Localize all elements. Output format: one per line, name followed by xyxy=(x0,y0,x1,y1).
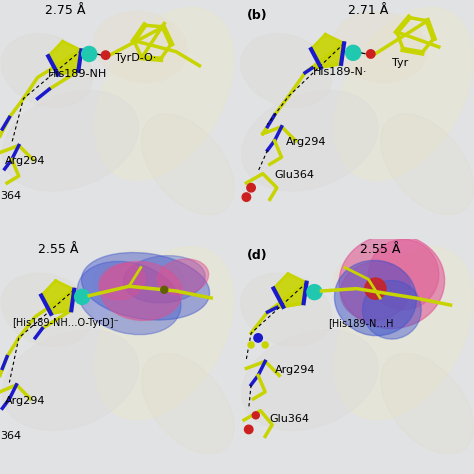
Text: TyrD-O·: TyrD-O· xyxy=(115,53,156,63)
Text: [His189-N…H: [His189-N…H xyxy=(328,318,394,328)
Ellipse shape xyxy=(2,91,138,191)
Ellipse shape xyxy=(2,330,138,430)
Circle shape xyxy=(161,286,168,293)
Circle shape xyxy=(74,289,90,304)
Ellipse shape xyxy=(77,261,181,335)
Ellipse shape xyxy=(123,255,205,303)
Ellipse shape xyxy=(335,247,473,419)
Polygon shape xyxy=(311,34,344,67)
Polygon shape xyxy=(41,281,74,314)
Ellipse shape xyxy=(94,11,187,82)
Circle shape xyxy=(245,425,253,434)
Circle shape xyxy=(101,51,110,59)
Text: 364: 364 xyxy=(0,431,21,441)
Ellipse shape xyxy=(339,235,445,328)
Ellipse shape xyxy=(1,34,92,107)
Ellipse shape xyxy=(141,353,234,454)
Text: Arg294: Arg294 xyxy=(5,156,45,166)
Ellipse shape xyxy=(95,247,233,419)
Polygon shape xyxy=(48,41,81,74)
Text: 2.71 Å: 2.71 Å xyxy=(348,4,389,17)
Text: Tyr: Tyr xyxy=(392,58,408,68)
Ellipse shape xyxy=(241,273,332,346)
Text: Arg294: Arg294 xyxy=(274,365,315,375)
Text: Arg294: Arg294 xyxy=(5,396,45,406)
Ellipse shape xyxy=(141,114,234,215)
Text: His189-NH: His189-NH xyxy=(48,69,107,80)
Text: [His189-NH…O-TyrD]⁻: [His189-NH…O-TyrD]⁻ xyxy=(12,318,119,328)
Ellipse shape xyxy=(99,264,145,300)
Circle shape xyxy=(82,46,97,62)
Ellipse shape xyxy=(363,281,421,339)
Ellipse shape xyxy=(381,353,474,454)
Circle shape xyxy=(242,193,251,201)
Circle shape xyxy=(262,342,268,348)
Ellipse shape xyxy=(381,114,474,215)
Circle shape xyxy=(252,412,259,419)
Text: (d): (d) xyxy=(246,249,267,262)
Ellipse shape xyxy=(241,34,332,107)
Circle shape xyxy=(307,284,322,300)
Text: Arg294: Arg294 xyxy=(286,137,327,147)
Ellipse shape xyxy=(334,251,427,322)
Ellipse shape xyxy=(1,273,92,346)
Text: 2.55 Å: 2.55 Å xyxy=(360,244,401,256)
Ellipse shape xyxy=(242,91,378,191)
Ellipse shape xyxy=(94,251,187,322)
Ellipse shape xyxy=(82,253,210,320)
Ellipse shape xyxy=(335,8,473,180)
Text: (b): (b) xyxy=(246,9,267,22)
Text: 364: 364 xyxy=(0,191,21,201)
Ellipse shape xyxy=(368,239,439,310)
Circle shape xyxy=(247,183,255,192)
Ellipse shape xyxy=(340,262,410,320)
Polygon shape xyxy=(273,273,307,307)
Text: Glu364: Glu364 xyxy=(270,414,310,424)
Ellipse shape xyxy=(100,262,182,320)
Text: 2.75 Å: 2.75 Å xyxy=(46,4,86,17)
Ellipse shape xyxy=(95,8,233,180)
Circle shape xyxy=(346,46,361,60)
Text: 2.55 Å: 2.55 Å xyxy=(38,244,79,256)
Ellipse shape xyxy=(157,259,209,295)
Text: Glu364: Glu364 xyxy=(274,170,315,180)
Ellipse shape xyxy=(242,330,378,430)
Ellipse shape xyxy=(334,11,427,82)
Circle shape xyxy=(254,334,262,342)
Circle shape xyxy=(365,278,386,299)
Circle shape xyxy=(248,342,254,348)
Text: His189-N·: His189-N· xyxy=(313,67,367,77)
Circle shape xyxy=(366,50,375,58)
Ellipse shape xyxy=(335,260,416,336)
